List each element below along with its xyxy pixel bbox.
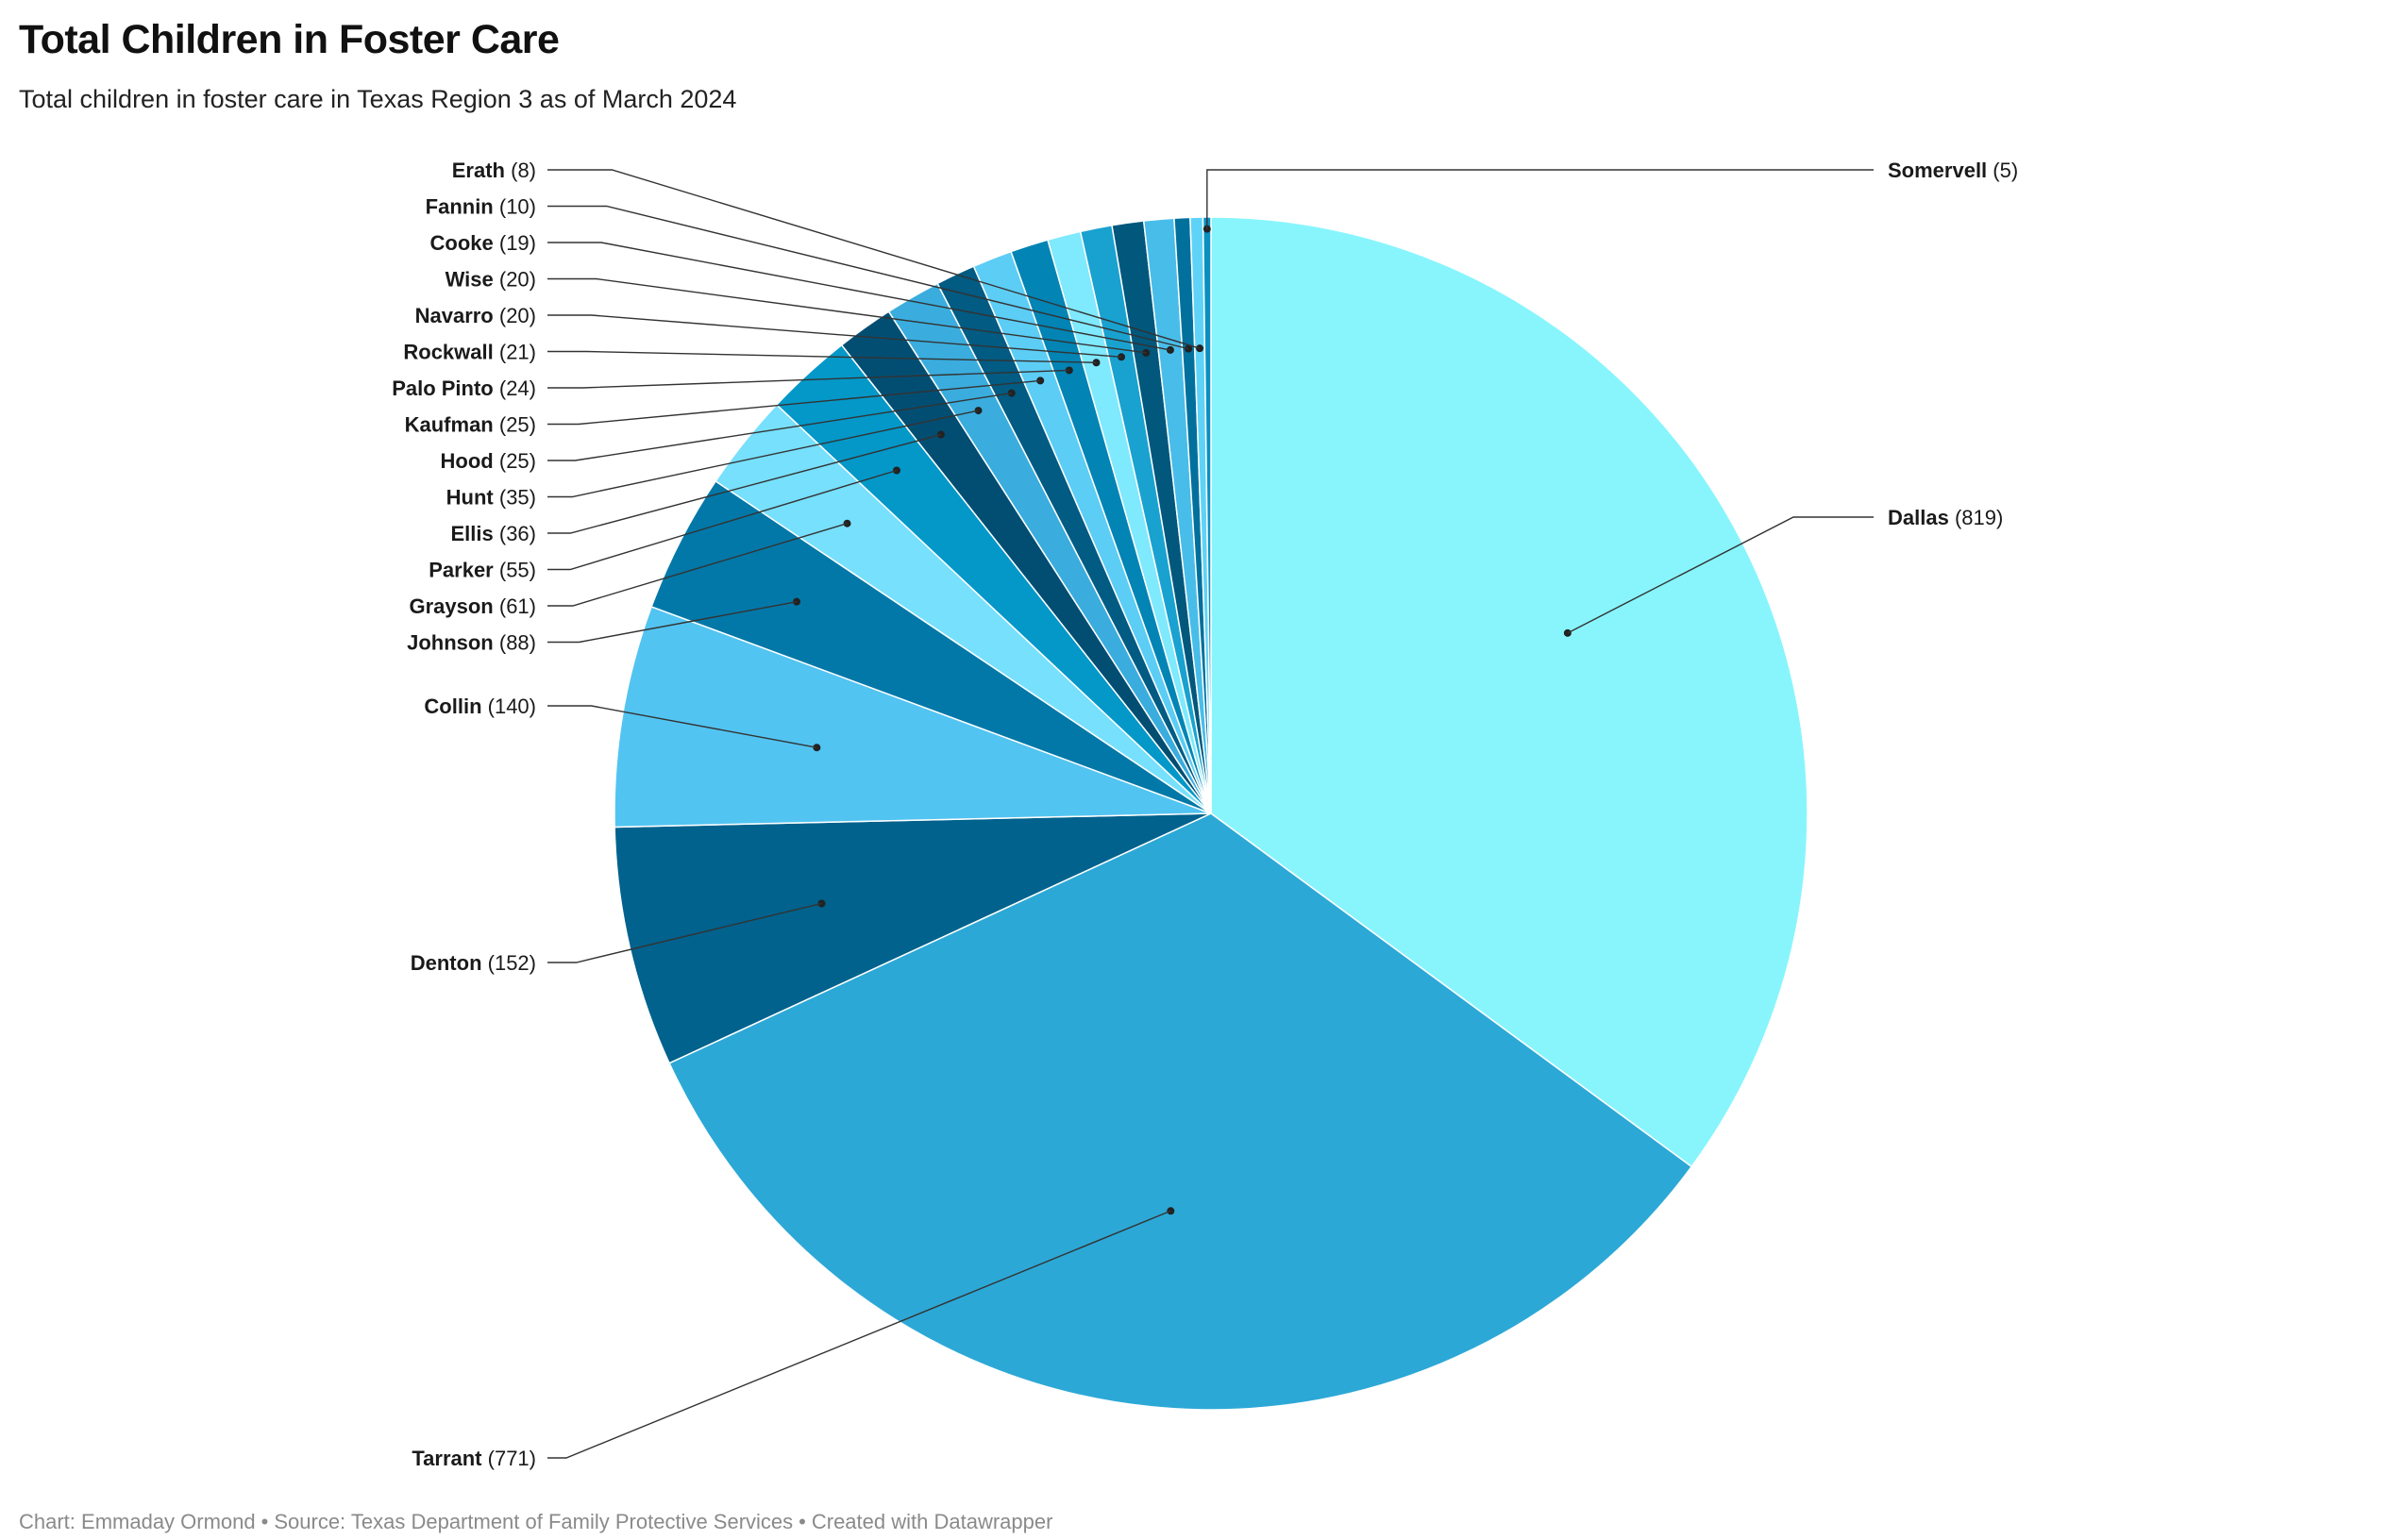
slice-label-tarrant: Tarrant (771) bbox=[412, 1447, 536, 1470]
slice-label-value: (10) bbox=[494, 195, 536, 219]
slice-label-name: Parker bbox=[429, 559, 494, 582]
leader-line-tarrant bbox=[547, 1210, 1171, 1459]
slice-label-name: Hunt bbox=[446, 486, 495, 510]
slice-label-name: Somervell bbox=[1888, 159, 1987, 182]
leader-line-cooke bbox=[547, 242, 1171, 351]
footer-separator: • bbox=[261, 1510, 269, 1533]
leader-line-parker bbox=[547, 469, 898, 571]
slice-label-name: Hood bbox=[441, 449, 494, 473]
slice-label-name: Collin bbox=[424, 695, 481, 718]
slice-label-name: Denton bbox=[411, 951, 482, 975]
slice-label-value: (61) bbox=[494, 594, 536, 618]
chart-footer: Chart: Emmaday Ormond • Source: Texas Depa… bbox=[19, 1510, 1052, 1534]
pie-slice-collin bbox=[614, 605, 1212, 829]
slice-label-hood: Hood (25) bbox=[441, 449, 536, 473]
slice-label-value: (819) bbox=[1949, 506, 2003, 529]
slice-label-value: (36) bbox=[494, 522, 536, 545]
leader-line-johnson bbox=[547, 600, 798, 644]
slice-label-name: Fannin bbox=[426, 195, 494, 219]
slice-label-wise: Wise (20) bbox=[446, 268, 536, 292]
slice-labels: Dallas (819) Tarrant (771) Denton (152) Col… bbox=[392, 159, 2018, 1470]
slice-label-name: Johnson bbox=[407, 631, 494, 655]
slice-label-value: (140) bbox=[482, 695, 536, 718]
slice-label-name: Ellis bbox=[451, 522, 494, 545]
slice-label-palo-pinto: Palo Pinto (24) bbox=[392, 377, 536, 400]
footer-separator: • bbox=[799, 1510, 806, 1533]
leader-line-collin bbox=[547, 705, 817, 748]
leader-line-somervell bbox=[1206, 169, 1874, 229]
slice-label-name: Tarrant bbox=[412, 1447, 482, 1470]
slice-label-value: (20) bbox=[494, 268, 536, 292]
slice-label-name: Wise bbox=[446, 268, 494, 292]
leader-line-rockwall bbox=[547, 350, 1097, 363]
slice-label-name: Rockwall bbox=[403, 341, 493, 364]
slice-label-value: (21) bbox=[494, 341, 536, 364]
slice-label-hunt: Hunt (35) bbox=[446, 486, 536, 510]
slice-label-value: (19) bbox=[494, 231, 536, 255]
slice-label-name: Erath bbox=[452, 159, 505, 182]
slice-label-kaufman: Kaufman (25) bbox=[405, 413, 536, 437]
slice-label-name: Kaufman bbox=[405, 413, 494, 437]
chart-credit: Chart: Emmaday Ormond bbox=[19, 1510, 256, 1533]
leader-line-erath bbox=[547, 169, 1201, 349]
slice-label-erath: Erath (8) bbox=[452, 159, 536, 182]
slice-label-fannin: Fannin (10) bbox=[426, 195, 536, 219]
slice-label-value: (55) bbox=[494, 559, 536, 582]
slice-label-name: Navarro bbox=[415, 304, 494, 327]
slice-label-value: (88) bbox=[494, 631, 536, 655]
slice-label-grayson: Grayson (61) bbox=[409, 594, 536, 618]
leader-line-denton bbox=[547, 902, 822, 963]
leader-line-kaufman bbox=[547, 379, 1041, 426]
slice-label-cooke: Cooke (19) bbox=[430, 231, 537, 255]
slice-label-name: Cooke bbox=[430, 231, 494, 255]
slice-label-value: (5) bbox=[1987, 159, 2018, 182]
slice-label-rockwall: Rockwall (21) bbox=[403, 341, 536, 364]
slice-label-denton: Denton (152) bbox=[411, 951, 536, 975]
pie-slices bbox=[614, 216, 1808, 1411]
pie-slice-denton bbox=[614, 812, 1212, 1064]
pie-slice-tarrant bbox=[668, 812, 1693, 1411]
chart-source: Source: Texas Department of Family Prote… bbox=[274, 1510, 794, 1533]
leader-line-navarro bbox=[547, 314, 1122, 358]
slice-label-navarro: Navarro (20) bbox=[415, 304, 536, 327]
slice-label-johnson: Johnson (88) bbox=[407, 631, 536, 655]
slice-label-value: (35) bbox=[494, 486, 536, 510]
leader-line-ellis bbox=[547, 433, 942, 534]
leader-lines bbox=[547, 169, 1874, 1459]
slice-label-value: (152) bbox=[482, 951, 536, 975]
slice-label-dallas: Dallas (819) bbox=[1888, 506, 2003, 529]
leader-line-hunt bbox=[547, 410, 979, 498]
slice-label-value: (25) bbox=[494, 413, 536, 437]
slice-label-name: Grayson bbox=[409, 594, 493, 618]
slice-label-parker: Parker (55) bbox=[429, 559, 536, 582]
slice-label-value: (771) bbox=[482, 1447, 536, 1470]
slice-label-ellis: Ellis (36) bbox=[451, 522, 537, 545]
leader-line-dallas bbox=[1567, 516, 1874, 634]
slice-label-name: Palo Pinto bbox=[392, 377, 494, 400]
leader-line-hood bbox=[547, 392, 1012, 461]
slice-label-value: (20) bbox=[494, 304, 536, 327]
leader-line-wise bbox=[547, 277, 1147, 354]
pie-slice-dallas bbox=[1210, 216, 1808, 1168]
slice-label-value: (8) bbox=[505, 159, 536, 182]
leader-line-grayson bbox=[547, 523, 848, 607]
slice-label-value: (24) bbox=[494, 377, 536, 400]
leader-line-fannin bbox=[547, 205, 1189, 350]
slice-label-somervell: Somervell (5) bbox=[1888, 159, 2018, 182]
chart-subtitle: Total children in foster care in Texas R… bbox=[19, 85, 737, 113]
slice-label-collin: Collin (140) bbox=[424, 695, 536, 718]
chart-title: Total Children in Foster Care bbox=[19, 17, 560, 62]
slice-label-value: (25) bbox=[494, 449, 536, 473]
slice-label-name: Dallas bbox=[1888, 506, 1949, 529]
leader-line-palo-pinto bbox=[547, 369, 1069, 389]
created-with: Created with Datawrapper bbox=[811, 1510, 1053, 1533]
